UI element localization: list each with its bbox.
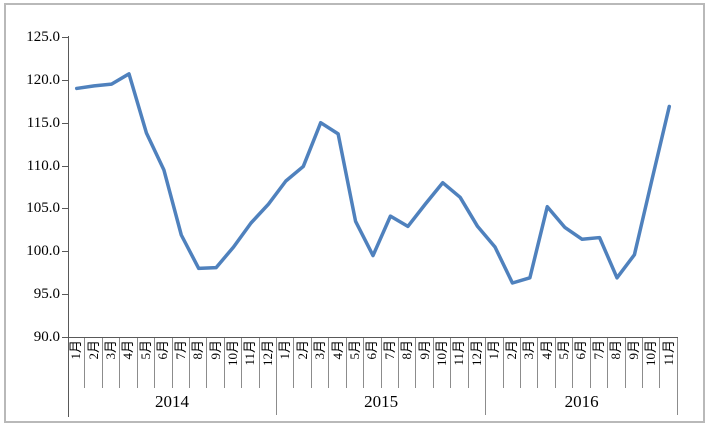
- x-axis-month-label: 9月: [625, 340, 641, 360]
- x-axis-month-label: 5月: [556, 340, 572, 360]
- x-axis-month-cell: 4月: [329, 338, 347, 388]
- x-axis-month-label: 4月: [538, 340, 554, 360]
- x-axis-month-cell: 9月: [626, 338, 643, 388]
- x-axis-month-label: 4月: [120, 340, 136, 360]
- x-axis-month-cell: 5月: [137, 338, 156, 388]
- x-axis-month-label: 5月: [137, 340, 153, 360]
- x-axis-month-label: 8月: [608, 340, 624, 360]
- x-axis-month-label: 10月: [434, 340, 450, 367]
- x-axis-month-cell: 7月: [173, 338, 190, 388]
- x-axis-month-cell: 12月: [259, 338, 278, 388]
- x-axis-month-label: 1月: [486, 340, 502, 360]
- x-axis-month-cell: 5月: [346, 338, 365, 388]
- x-axis-year-label: 2016: [564, 391, 599, 411]
- x-axis-month-cell: 10月: [225, 338, 243, 388]
- plot-area: [74, 72, 672, 285]
- y-axis-tick-label: 115.0: [26, 114, 60, 131]
- x-axis-month-label: 11月: [242, 340, 258, 366]
- x-axis-month-label: 7月: [172, 340, 188, 360]
- x-axis-month-label: 10月: [225, 340, 240, 367]
- x-axis-month-cell: 7月: [590, 338, 609, 388]
- y-axis-tick-label: 125.0: [26, 29, 60, 45]
- x-axis-month-cell: 2月: [294, 338, 312, 388]
- x-axis-month-label: 6月: [364, 340, 380, 360]
- y-axis-tick-label: 105.0: [26, 200, 60, 217]
- x-axis-month-label: 3月: [312, 340, 328, 360]
- x-axis-month-cell: 2月: [504, 338, 521, 388]
- x-axis-month-cell: 1月: [486, 338, 504, 388]
- x-axis-month-cell: 1月: [277, 338, 295, 388]
- x-axis-month-label: 2月: [294, 340, 310, 360]
- x-axis-month-label: 5月: [346, 340, 362, 360]
- x-axis-month-label: 1月: [277, 340, 293, 360]
- x-axis-month-label: 11月: [660, 340, 676, 366]
- x-axis-year-cell: 2015: [277, 388, 487, 415]
- x-axis-month-label: 10月: [643, 340, 659, 367]
- x-axis-year-cell: 2016: [486, 388, 678, 415]
- x-axis-line: [68, 337, 678, 338]
- x-axis-month-label: 11月: [451, 340, 467, 366]
- x-axis-month-cell: 3月: [103, 338, 121, 388]
- y-axis-tick-mark: [62, 165, 68, 167]
- x-axis-month-cell: 10月: [643, 338, 661, 388]
- x-axis-month-cell: 5月: [556, 338, 574, 388]
- y-axis-tick-mark: [62, 122, 68, 124]
- x-axis-month-cell: 2月: [85, 338, 103, 388]
- x-axis-month-row: 1月 2月 3月 4月 5月 6月 7月 8月 9月 10月 11月 12月 1月 2月 3月 4月 5月 6月 7…: [68, 338, 678, 388]
- y-axis-tick-mark: [62, 337, 68, 338]
- x-axis-month-label: 6月: [155, 340, 171, 360]
- x-axis-month-cell: 4月: [538, 338, 556, 388]
- y-axis-tick-label: 100.0: [26, 243, 60, 260]
- x-axis-year-label: 2015: [364, 391, 399, 411]
- x-axis-month-cell: 8月: [190, 338, 208, 388]
- x-axis-month-cell: 9月: [416, 338, 434, 388]
- x-axis-month-label: 2月: [85, 340, 101, 360]
- x-axis-month-cell: 6月: [364, 338, 382, 388]
- y-axis-tick-mark: [62, 37, 68, 38]
- x-axis-month-label: 9月: [207, 340, 223, 360]
- x-axis-month-cell: 4月: [120, 338, 138, 388]
- x-axis-month-cell: 3月: [312, 338, 330, 388]
- x-axis-month-cell: 6月: [155, 338, 173, 388]
- x-axis-month-cell: 7月: [381, 338, 400, 388]
- y-axis-tick-mark: [62, 79, 68, 81]
- x-axis-month-label: 2月: [503, 340, 519, 360]
- x-axis-month-label: 12月: [468, 340, 484, 367]
- x-axis-month-cell: 11月: [242, 338, 260, 388]
- x-axis-month-cell: 11月: [660, 338, 678, 388]
- x-axis-month-cell: 8月: [608, 338, 626, 388]
- x-axis-month-label: 3月: [521, 340, 537, 360]
- x-axis-month-cell: 12月: [468, 338, 487, 388]
- series-line: [74, 72, 672, 285]
- x-axis-month-cell: 11月: [451, 338, 469, 388]
- y-axis-tick-mark: [62, 208, 68, 210]
- x-axis-month-cell: 9月: [207, 338, 225, 388]
- y-axis-tick-mark: [62, 251, 68, 253]
- x-axis-month-label: 8月: [190, 340, 206, 360]
- y-axis-tick-label: 90.0: [33, 329, 60, 345]
- x-axis-month-label: 1月: [68, 340, 84, 360]
- y-axis-tick-mark: [62, 294, 68, 296]
- x-axis-month-label: 4月: [329, 340, 345, 360]
- x-axis-month-label: 6月: [573, 340, 589, 360]
- x-axis-month-cell: 1月: [68, 338, 86, 388]
- y-axis-line: [68, 36, 69, 417]
- x-axis-month-cell: 10月: [434, 338, 452, 388]
- y-axis-tick-label: 120.0: [26, 71, 60, 88]
- x-axis-month-label: 12月: [259, 340, 275, 367]
- x-axis-month-label: 7月: [381, 340, 397, 360]
- y-axis-tick-label: 110.0: [26, 157, 60, 174]
- x-axis-month-cell: 3月: [521, 338, 539, 388]
- x-axis-year-row: 2014 2015 2016: [68, 388, 678, 415]
- x-axis-month-label: 7月: [590, 340, 606, 360]
- x-axis-month-cell: 8月: [399, 338, 417, 388]
- x-axis-month-label: 3月: [103, 340, 119, 360]
- x-axis-year-label: 2014: [155, 391, 190, 411]
- x-axis-month-label: 8月: [399, 340, 415, 360]
- x-axis-month-label: 9月: [416, 340, 432, 360]
- x-axis-year-cell: 2014: [68, 388, 278, 415]
- y-axis-tick-label: 95.0: [33, 286, 60, 303]
- x-axis-month-cell: 6月: [573, 338, 591, 388]
